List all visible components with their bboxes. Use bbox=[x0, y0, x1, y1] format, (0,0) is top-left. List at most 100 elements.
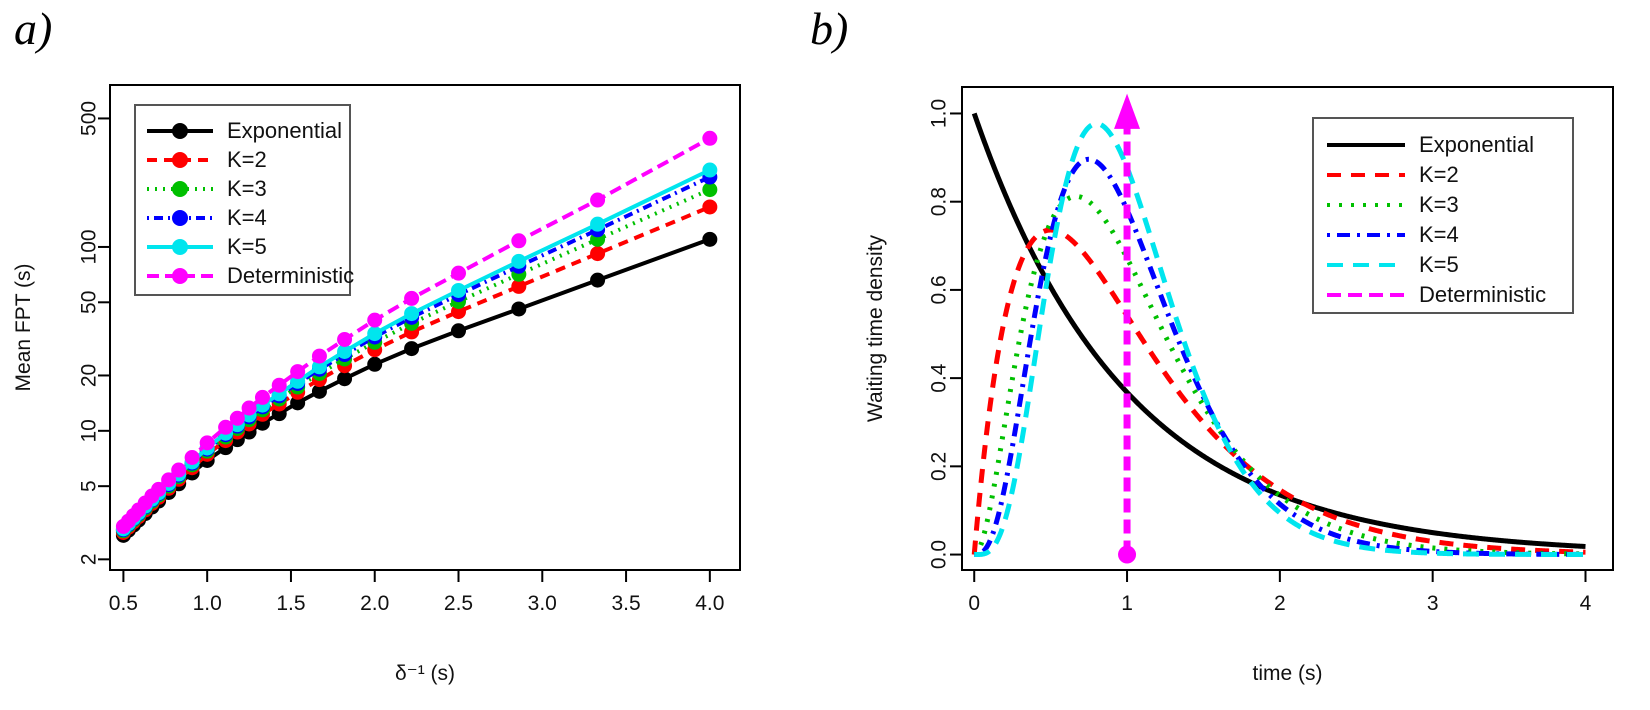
legend-label-b: K=4 bbox=[1419, 222, 1459, 247]
data-point-a bbox=[337, 344, 353, 360]
data-point-a bbox=[171, 462, 187, 478]
y-tick-label-a: 500 bbox=[78, 101, 101, 136]
y-tick-label-a: 2 bbox=[78, 553, 101, 565]
data-point-a bbox=[702, 231, 718, 247]
data-point-a bbox=[451, 265, 467, 281]
density-curve-b bbox=[974, 121, 1586, 558]
legend-marker-a bbox=[172, 268, 188, 284]
data-point-a bbox=[367, 326, 383, 342]
data-point-a bbox=[404, 290, 420, 306]
panel-b-letter: b) bbox=[810, 3, 849, 54]
data-point-a bbox=[511, 301, 527, 317]
legend-label-b: K=3 bbox=[1419, 192, 1459, 217]
data-point-a bbox=[702, 130, 718, 146]
data-point-a bbox=[337, 331, 353, 347]
data-point-a bbox=[161, 472, 177, 488]
density-curve-b bbox=[971, 227, 1586, 555]
x-tick-label-b: 4 bbox=[1580, 592, 1592, 615]
data-point-a bbox=[337, 371, 353, 387]
data-point-a bbox=[702, 182, 718, 198]
data-point-a bbox=[511, 233, 527, 249]
data-point-a bbox=[290, 395, 306, 411]
data-point-a bbox=[511, 253, 527, 269]
density-curve-b bbox=[974, 156, 1586, 558]
data-point-a bbox=[254, 389, 270, 405]
data-point-a bbox=[241, 400, 257, 416]
legend-marker-a bbox=[172, 181, 188, 197]
legend-a bbox=[134, 104, 351, 296]
data-point-a bbox=[290, 364, 306, 380]
y-tick-label-a: 50 bbox=[78, 291, 101, 314]
panel-a: a) 2 5 10 20 50 100 500 0.5 1.0 1.5 2.0 2.5 3.0 3.5 4.… bbox=[0, 0, 800, 710]
data-point-a bbox=[590, 216, 606, 232]
data-point-a bbox=[451, 282, 467, 298]
deterministic-arrow-head bbox=[1114, 93, 1141, 129]
panel-a-plot: 2 5 10 20 50 100 500 0.5 1.0 1.5 2.0 2.5 3.0 3.5 4.0 Me… bbox=[12, 84, 741, 685]
data-point-a bbox=[229, 410, 245, 426]
data-point-a bbox=[184, 449, 200, 465]
panel-b-plot: 0.0 0.2 0.4 0.6 0.8 1.0 0 1 2 3 4 Waiting time dens… bbox=[864, 86, 1614, 685]
x-tick-label-a: 0.5 bbox=[109, 592, 138, 615]
legend-label-a: Deterministic bbox=[227, 263, 354, 288]
y-axis-title-a: Mean FPT (s) bbox=[12, 264, 35, 392]
density-curve-b bbox=[971, 112, 1586, 549]
legend-label-b: K=2 bbox=[1419, 162, 1459, 187]
legend-label-b: Deterministic bbox=[1419, 282, 1546, 307]
data-point-a bbox=[590, 272, 606, 288]
y-axis-title-b: Waiting time density bbox=[864, 234, 887, 422]
data-point-a bbox=[311, 383, 327, 399]
data-point-a bbox=[367, 312, 383, 328]
legend-b bbox=[1312, 117, 1574, 314]
legend-label-a: Exponential bbox=[227, 118, 342, 143]
legend-label-b: K=5 bbox=[1419, 252, 1459, 277]
x-tick-label-b: 0 bbox=[968, 592, 980, 615]
x-tick-label-b: 1 bbox=[1121, 592, 1133, 615]
data-point-a bbox=[218, 419, 234, 435]
x-tick-label-a: 3.5 bbox=[611, 592, 640, 615]
legend-marker-a bbox=[172, 123, 188, 139]
data-point-a bbox=[451, 323, 467, 339]
y-tick-label-a: 100 bbox=[78, 229, 101, 264]
panel-a-letter: a) bbox=[14, 3, 53, 54]
data-point-a bbox=[404, 341, 420, 357]
data-point-a bbox=[590, 192, 606, 208]
x-tick-label-a: 3.0 bbox=[528, 592, 557, 615]
legend-label-a: K=4 bbox=[227, 205, 267, 230]
data-point-a bbox=[199, 435, 215, 451]
legend-marker-a bbox=[172, 239, 188, 255]
legend-marker-a bbox=[172, 152, 188, 168]
data-point-a bbox=[702, 199, 718, 215]
x-tick-label-a: 4.0 bbox=[695, 592, 724, 615]
y-tick-label-b: 0.4 bbox=[928, 363, 951, 393]
data-point-a bbox=[311, 348, 327, 364]
data-point-a bbox=[702, 162, 718, 178]
data-point-a bbox=[511, 278, 527, 294]
legend-label-a: K=2 bbox=[227, 147, 267, 172]
y-tick-label-b: 0.6 bbox=[928, 275, 951, 304]
data-point-a bbox=[151, 481, 167, 497]
x-tick-label-a: 2.0 bbox=[360, 592, 389, 615]
x-tick-label-b: 2 bbox=[1274, 592, 1286, 615]
x-axis-title-a: δ⁻¹ (s) bbox=[395, 662, 455, 685]
data-point-a bbox=[271, 377, 287, 393]
panel-b: b) 0.0 0.2 0.4 0.6 0.8 1.0 0 1 2 3 4 Waiting time d… bbox=[800, 0, 1650, 710]
legend-label-a: K=5 bbox=[227, 234, 267, 259]
data-point-a bbox=[404, 306, 420, 322]
x-tick-label-b: 3 bbox=[1427, 592, 1439, 615]
y-tick-label-a: 20 bbox=[78, 364, 101, 387]
x-tick-label-a: 1.5 bbox=[276, 592, 305, 615]
y-tick-label-b: 0.2 bbox=[928, 452, 951, 481]
y-tick-label-b: 0.8 bbox=[928, 187, 951, 216]
data-point-a bbox=[311, 359, 327, 375]
legend-label-a: K=3 bbox=[227, 176, 267, 201]
y-tick-label-b: 0.0 bbox=[928, 540, 951, 569]
x-axis-title-b: time (s) bbox=[1253, 662, 1323, 685]
y-tick-label-b: 1.0 bbox=[928, 99, 951, 128]
legend-label-b: Exponential bbox=[1419, 132, 1534, 157]
data-point-a bbox=[367, 356, 383, 372]
y-tick-label-a: 5 bbox=[78, 480, 101, 492]
y-tick-label-a: 10 bbox=[78, 419, 101, 442]
plot-frame-b bbox=[961, 86, 1614, 571]
legend-marker-a bbox=[172, 210, 188, 226]
x-tick-label-a: 2.5 bbox=[444, 592, 473, 615]
